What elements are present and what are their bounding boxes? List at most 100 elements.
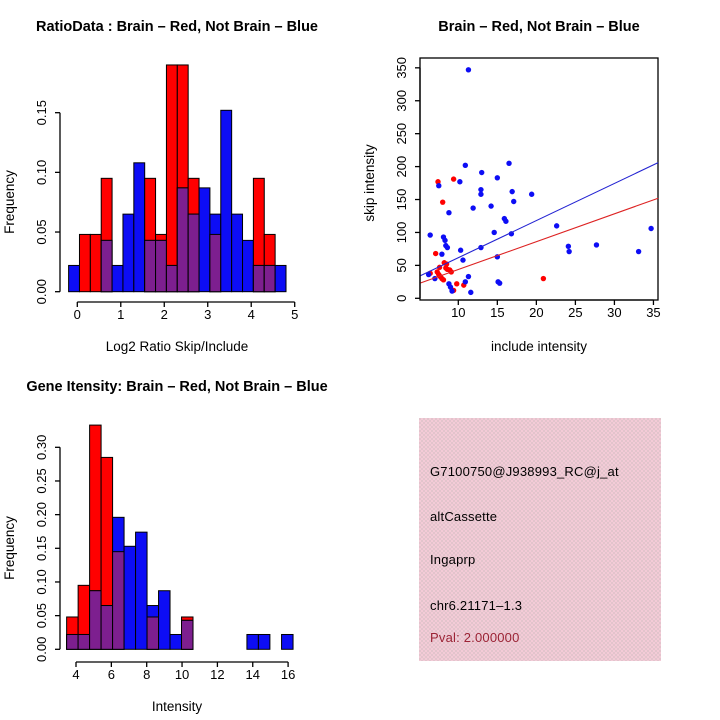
hist-bar-overlap [181, 619, 194, 650]
scatter-point-blue [635, 248, 642, 255]
hist-bar-blue [281, 633, 294, 650]
scatter-point-blue [457, 247, 464, 253]
scatter-point-blue [553, 223, 560, 229]
hist-bar-blue [246, 633, 259, 650]
scatter-point-blue [462, 279, 469, 285]
x-tick-label: 2 [161, 307, 168, 322]
y-tick-label: 0.10 [34, 569, 49, 594]
info-line-probe-id: G7100750@J938993_RC@j_at [430, 464, 619, 479]
hist-bar-overlap [89, 590, 102, 650]
scatter-point-blue [506, 160, 512, 167]
hist-bar-blue [111, 264, 124, 293]
y-axis-title: Frequency [2, 170, 17, 234]
hist-bar-overlap [112, 551, 125, 650]
y-tick-label: 0.25 [34, 468, 49, 493]
chart-title: Brain – Red, Not Brain – Blue [438, 19, 639, 35]
chart-title: RatioData : Brain – Red, Not Brain – Blu… [36, 19, 318, 35]
hist-bar-blue [274, 264, 287, 293]
hist-bar-red [165, 64, 178, 293]
scatter-point-red [454, 281, 460, 287]
x-tick-label: 6 [108, 667, 115, 682]
hist-bar-blue [220, 109, 233, 293]
hist-bar-red [78, 233, 91, 293]
scatter-point-blue [449, 288, 455, 294]
x-tick-label: 10 [175, 667, 189, 682]
scatter-point-blue [436, 182, 442, 189]
scatter-point-red [432, 250, 439, 257]
hist-bar-blue [231, 213, 244, 293]
scatter-point-blue [425, 271, 432, 278]
scatter-point-blue [566, 248, 572, 255]
hist-bar-overlap [263, 264, 276, 293]
hist-bar-blue [158, 590, 171, 650]
x-tick-label: 16 [281, 667, 295, 682]
y-tick-label: 0.30 [34, 435, 49, 460]
x-tick-label: 4 [248, 307, 255, 322]
scatter-point-blue [528, 191, 535, 197]
scatter-cell: 10 15 20 25 30 35 0 50 100 150 200 250 300 350 Brain –… [360, 0, 720, 360]
scatter-point-blue [479, 169, 485, 176]
y-tick-label: 0.15 [34, 100, 49, 125]
scatter-point-blue [511, 198, 517, 205]
x-tick-label: 12 [210, 667, 224, 682]
fit-line-blue [419, 162, 659, 277]
hist-bar-overlap [77, 633, 91, 650]
hist-bar-overlap [146, 616, 160, 650]
hist-bar-overlap [100, 605, 114, 650]
y-tick-label: 150 [394, 189, 409, 211]
hist-bar-overlap [155, 239, 167, 293]
y-tick-label: 0.05 [34, 219, 49, 244]
hist-bar-blue [68, 264, 80, 293]
scatter-point-blue [488, 203, 494, 209]
hist-bar-overlap [252, 264, 265, 293]
hist-bar-blue [135, 531, 148, 650]
x-tick-label: 1 [117, 307, 124, 322]
x-tick-label: 0 [74, 307, 81, 322]
y-tick-label: 0.05 [34, 603, 49, 628]
y-tick-label: 250 [394, 123, 409, 145]
x-tick-label: 10 [451, 305, 465, 320]
x-axis-title: include intensity [491, 339, 587, 354]
x-axis-title: Intensity [152, 699, 203, 714]
scatter-point-blue [465, 67, 472, 73]
scatter-point-blue [509, 188, 515, 195]
ratio-histogram-panel: 0 1 2 3 4 5 0.00 0.05 0.10 0.15 RatioData : Brain … [2, 19, 318, 354]
scatter-point-blue [593, 242, 600, 248]
y-tick-label: 0.00 [34, 279, 49, 304]
scatter-point-blue [444, 244, 451, 251]
info-line-splice-type: altCassette [430, 509, 498, 524]
scatter-point-blue [648, 225, 654, 232]
y-tick-label: 50 [394, 258, 409, 272]
x-tick-label: 25 [568, 305, 582, 320]
y-axis-title: skip intensity [362, 144, 377, 222]
hist-bar-red [89, 233, 102, 293]
scatter-point-blue [478, 191, 484, 197]
x-tick-label: 4 [72, 667, 79, 682]
hist-bar-overlap [176, 187, 189, 293]
scatter-point-red [540, 275, 547, 282]
hist-bar-blue [133, 162, 146, 293]
x-tick-label: 3 [204, 307, 211, 322]
y-tick-label: 300 [394, 90, 409, 112]
fit-line-red [419, 197, 659, 284]
x-tick-label: 15 [490, 305, 504, 320]
hist-bar-blue [123, 545, 137, 650]
scatter-point-blue [462, 162, 469, 168]
y-tick-label: 0.20 [34, 502, 49, 527]
x-axis-title: Log2 Ratio Skip/Include [106, 339, 249, 354]
hist-bar-overlap [209, 233, 222, 293]
scatter-point-red [440, 277, 447, 283]
y-tick-label: 350 [394, 57, 409, 79]
x-tick-label: 8 [143, 667, 150, 682]
scatter-point-blue [442, 237, 448, 244]
info-cell: G7100750@J938993_RC@j_at altCassette Ing… [360, 360, 720, 720]
y-tick-label: 200 [394, 156, 409, 178]
hist-bar-blue [257, 633, 271, 650]
hist-bar-blue [198, 187, 211, 293]
hist-bar-overlap [165, 264, 178, 293]
y-tick-label: 0 [394, 295, 409, 302]
hist-bar-overlap [66, 633, 79, 650]
scatter-point-blue [491, 229, 497, 236]
